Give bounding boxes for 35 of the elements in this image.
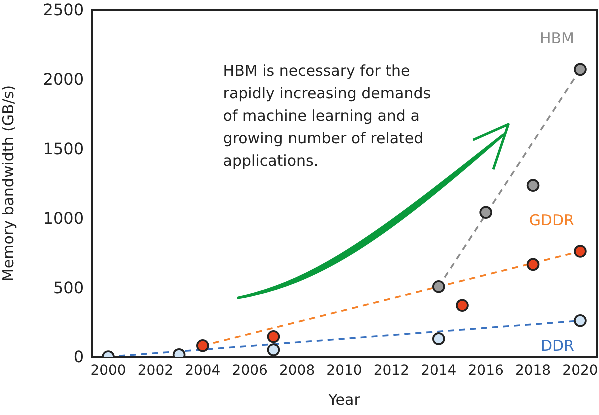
x-tick-label: 2000	[90, 362, 126, 379]
x-tick-label: 2012	[374, 362, 410, 379]
y-axis-title: Memory bandwidth (GB/s)	[0, 85, 18, 282]
point	[574, 63, 587, 76]
y-tick-label: 2000	[43, 70, 84, 90]
point	[480, 206, 492, 220]
x-tick-label: 2010	[326, 362, 362, 379]
y-tick-label: 500	[53, 278, 84, 298]
point	[526, 258, 540, 272]
point	[196, 339, 210, 352]
x-tick-label: 2008	[279, 362, 316, 379]
x-tick-label: 2020	[562, 362, 598, 379]
point	[456, 299, 469, 312]
y-tick-label: 0	[74, 348, 84, 367]
annotation: HBM is necessary for the rapidly increasing demands of machine learning and a growing number of related applications.	[223, 62, 432, 170]
y-tick-label: 1500	[43, 139, 84, 158]
x-tick-label: 2006	[232, 362, 268, 379]
series-label: GDDR	[529, 212, 574, 230]
y-tick-label: 2500	[43, 0, 84, 20]
series-label: DDR	[540, 336, 574, 355]
x-tick-label: 2002	[138, 362, 174, 379]
point	[432, 280, 446, 294]
x-tick-label: 2018	[515, 362, 552, 379]
point	[267, 344, 280, 356]
point	[574, 314, 587, 328]
point	[432, 332, 446, 346]
point	[526, 179, 540, 192]
y-tick-label: 1000	[43, 208, 84, 228]
x-tick-label: 2016	[468, 362, 504, 379]
point	[267, 330, 280, 344]
series-label: HBM	[540, 30, 574, 48]
x-tick-label: 2004	[185, 362, 221, 379]
point	[574, 245, 587, 258]
x-axis-title: Year	[328, 391, 362, 409]
x-tick-label: 2014	[421, 362, 457, 379]
